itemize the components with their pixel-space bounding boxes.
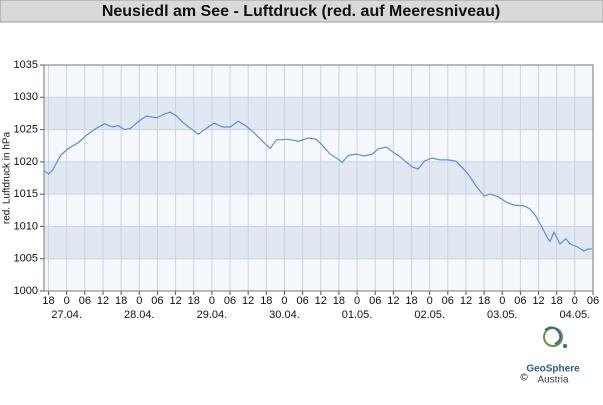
date-label: 30.04. xyxy=(269,309,300,321)
x-tick-label: 12 xyxy=(387,295,399,307)
x-tick-label: 0 xyxy=(354,295,360,307)
x-tick-label: 18 xyxy=(478,295,490,307)
x-tick-label: 0 xyxy=(281,295,287,307)
y-axis-label: red. Luftdruck in hPa xyxy=(2,131,13,224)
data-line xyxy=(44,111,592,252)
x-tick-label: 18 xyxy=(405,295,417,307)
y-tick-label: 1020 xyxy=(14,156,38,168)
date-label: 01.05. xyxy=(342,309,373,321)
x-tick-label: 06 xyxy=(224,295,236,307)
logo-icon xyxy=(544,326,562,345)
band xyxy=(44,226,593,259)
x-tick-label: 12 xyxy=(242,295,254,307)
y-tick-label: 1005 xyxy=(14,253,38,265)
logo-name: GeoSphere xyxy=(526,364,580,375)
x-tick-label: 18 xyxy=(115,295,127,307)
logo-icon xyxy=(543,327,563,347)
title-bar xyxy=(0,0,603,23)
x-tick-label: 18 xyxy=(333,295,345,307)
x-tick-label: 18 xyxy=(42,295,54,307)
x-tick-label: 0 xyxy=(64,295,70,307)
chart-title: Neusiedl am See - Luftdruck (red. auf Me… xyxy=(102,3,500,20)
logo-country: Austria xyxy=(537,375,569,386)
x-tick-label: 12 xyxy=(97,295,109,307)
y-tick-label: 1035 xyxy=(14,59,38,71)
logo-icon xyxy=(563,344,567,348)
x-tick-label: 0 xyxy=(209,295,215,307)
plot-border xyxy=(43,64,594,292)
logo: GeoSphere Austria © xyxy=(520,326,580,386)
x-tick-label: 12 xyxy=(460,295,472,307)
x-tick-label: 06 xyxy=(296,295,308,307)
x-tick-label: 06 xyxy=(587,295,599,307)
date-label: 04.05. xyxy=(560,309,591,321)
date-label: 27.04. xyxy=(51,309,82,321)
x-tick-label: 12 xyxy=(532,295,544,307)
x-tick-label: 06 xyxy=(442,295,454,307)
y-tick-label: 1015 xyxy=(14,188,38,200)
date-label: 29.04. xyxy=(197,309,228,321)
x-tick-label: 0 xyxy=(572,295,578,307)
x-tick-label: 0 xyxy=(427,295,433,307)
y-tick-label: 1010 xyxy=(14,220,38,232)
band xyxy=(44,161,593,195)
x-tick-label: 18 xyxy=(188,295,200,307)
x-tick-label: 12 xyxy=(169,295,181,307)
copyright: © xyxy=(520,373,528,384)
date-label: 03.05. xyxy=(487,309,518,321)
x-tick-label: 0 xyxy=(136,295,142,307)
y-tick-label: 1025 xyxy=(14,123,38,135)
x-tick-label: 0 xyxy=(499,295,505,307)
x-tick-label: 18 xyxy=(260,295,272,307)
x-tick-label: 06 xyxy=(79,295,91,307)
x-tick-label: 18 xyxy=(551,295,563,307)
y-tick-label: 1030 xyxy=(14,91,38,103)
date-label: 02.05. xyxy=(414,309,445,321)
x-tick-label: 06 xyxy=(369,295,381,307)
x-tick-label: 06 xyxy=(151,295,163,307)
x-tick-label: 06 xyxy=(514,295,526,307)
band xyxy=(44,97,593,130)
y-tick-label: 1000 xyxy=(14,285,38,297)
x-tick-label: 12 xyxy=(315,295,327,307)
date-label: 28.04. xyxy=(124,309,155,321)
